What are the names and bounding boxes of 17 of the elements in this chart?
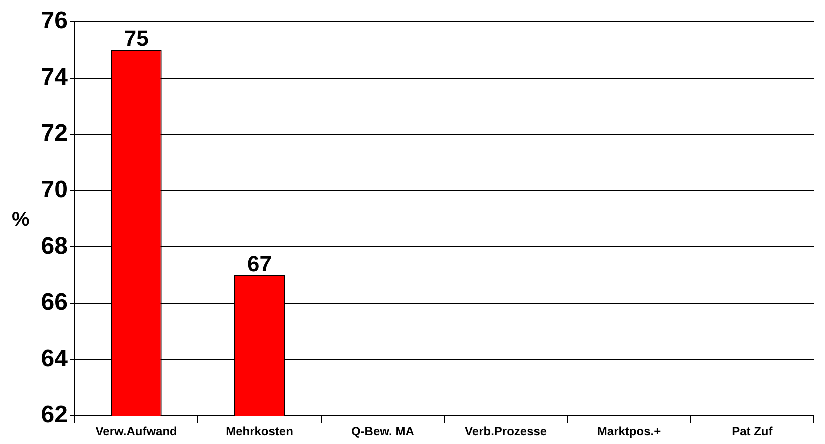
- x-tick-label: Marktpos.+: [597, 424, 662, 439]
- y-tick-label: 76: [41, 8, 68, 35]
- data-label: 67: [248, 251, 272, 276]
- data-label: 75: [124, 26, 149, 52]
- y-tick-label: 74: [41, 64, 69, 91]
- y-tick-label: 72: [41, 120, 68, 148]
- x-tick-label: Verb.Prozesse: [465, 424, 548, 439]
- y-axis-title: %: [12, 208, 30, 232]
- y-tick-label: 68: [41, 232, 68, 260]
- x-tick-label: Mehrkosten: [226, 424, 294, 439]
- y-tick-label: 70: [41, 176, 68, 204]
- y-tick-label: 64: [41, 345, 69, 372]
- y-tick-label: 62: [41, 402, 68, 429]
- x-tick-label: Q-Bew. MA: [351, 424, 415, 439]
- y-tick-label: 66: [41, 289, 68, 316]
- x-tick-label: Pat Zuf: [732, 424, 774, 439]
- x-tick-label: Verw.Aufwand: [96, 424, 178, 439]
